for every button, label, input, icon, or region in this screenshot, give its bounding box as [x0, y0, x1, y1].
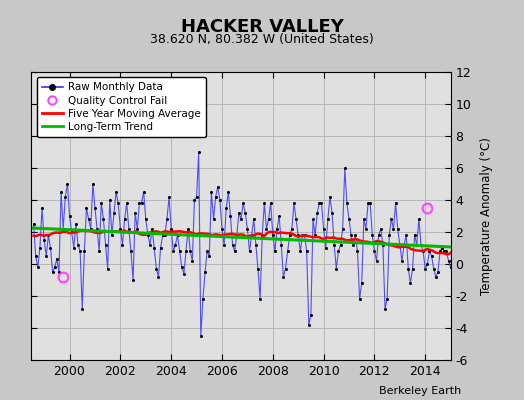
Y-axis label: Temperature Anomaly (°C): Temperature Anomaly (°C)	[479, 137, 493, 295]
Text: Berkeley Earth: Berkeley Earth	[379, 386, 461, 396]
Legend: Raw Monthly Data, Quality Control Fail, Five Year Moving Average, Long-Term Tren: Raw Monthly Data, Quality Control Fail, …	[37, 77, 206, 137]
Text: 38.620 N, 80.382 W (United States): 38.620 N, 80.382 W (United States)	[150, 33, 374, 46]
Text: HACKER VALLEY: HACKER VALLEY	[181, 18, 343, 36]
